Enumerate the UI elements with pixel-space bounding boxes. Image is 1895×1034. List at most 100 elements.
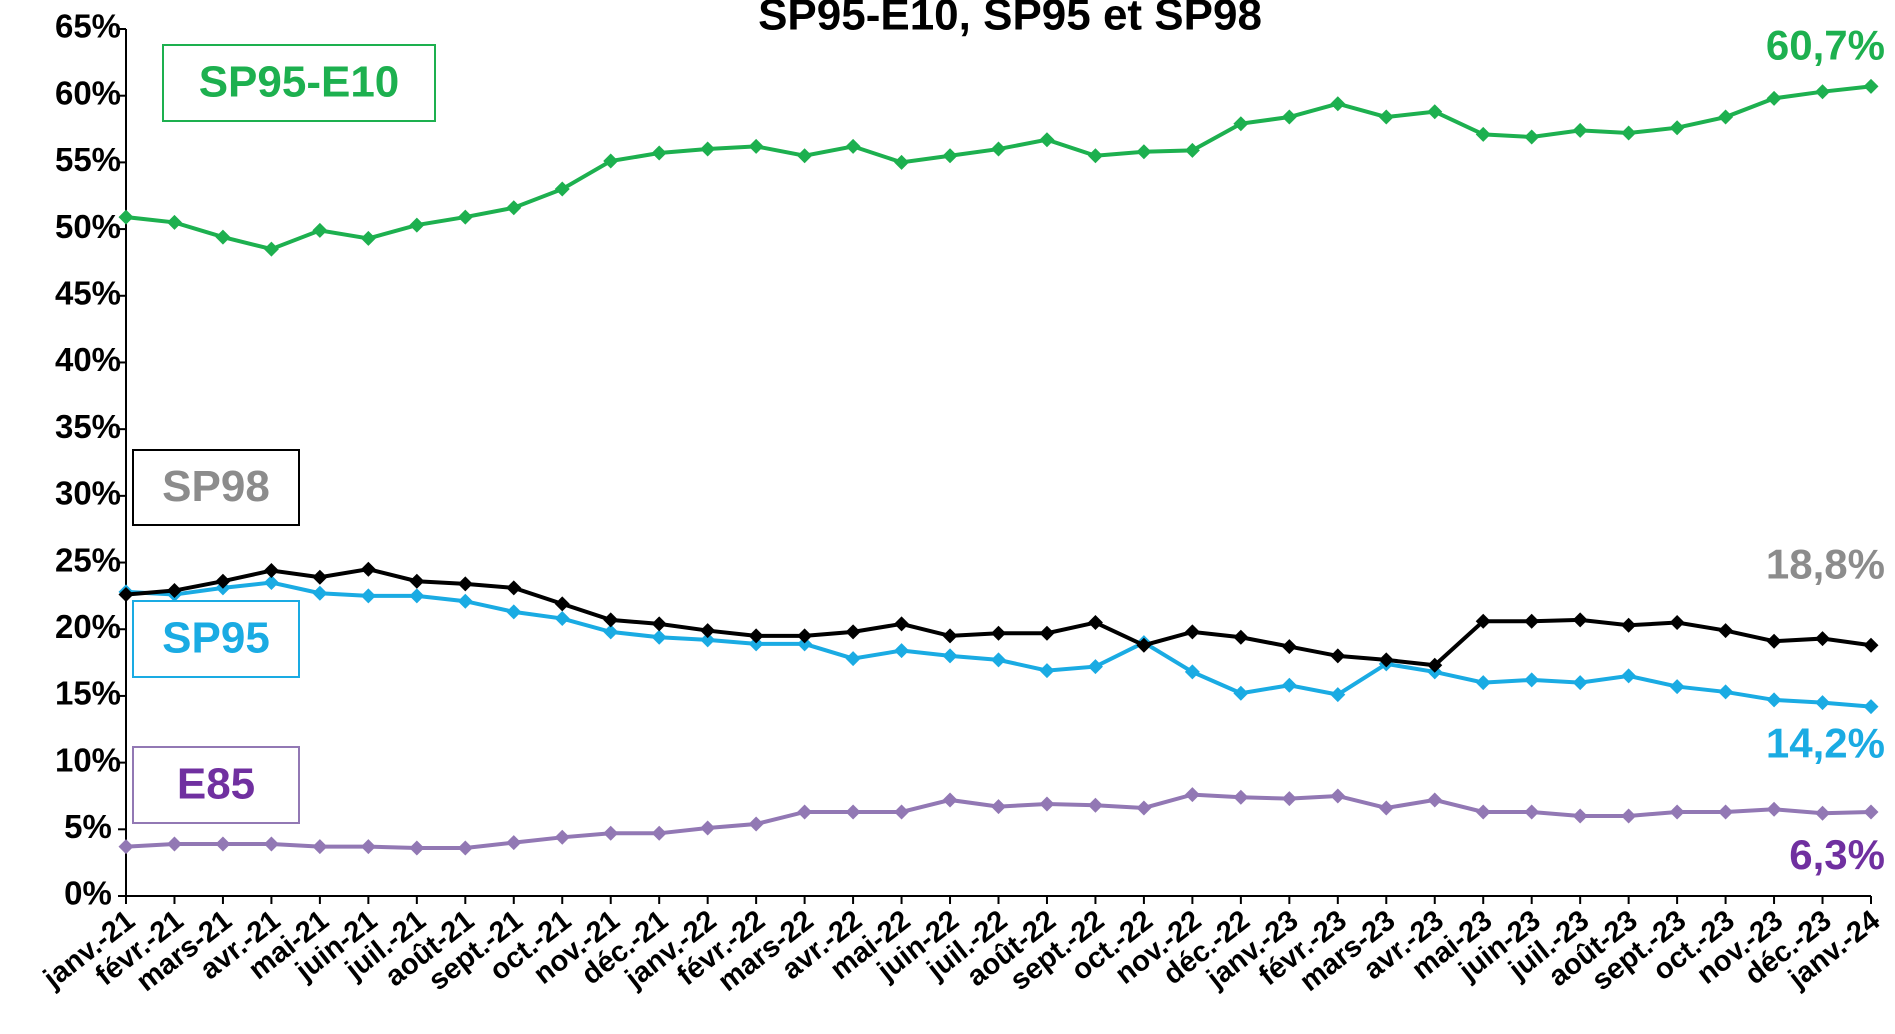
point	[797, 148, 813, 164]
point	[1524, 129, 1540, 145]
y-tick-label: 5%	[64, 808, 112, 845]
point	[1621, 668, 1637, 684]
value-label: 60,7%	[1766, 21, 1885, 68]
point	[554, 596, 570, 612]
point	[700, 141, 716, 157]
point	[1039, 132, 1055, 148]
point	[1621, 617, 1637, 633]
point	[1766, 801, 1782, 817]
legend-label: SP95	[162, 614, 270, 663]
point	[312, 222, 328, 238]
chart-title: SP95-E10, SP95 et SP98	[758, 0, 1262, 40]
legend-label: SP98	[162, 462, 270, 511]
point	[797, 804, 813, 820]
legend-box	[132, 600, 300, 678]
point	[1330, 788, 1346, 804]
point	[1718, 623, 1734, 639]
point	[1863, 699, 1879, 715]
point	[651, 629, 667, 645]
point	[312, 839, 328, 855]
point	[748, 628, 764, 644]
point	[1669, 120, 1685, 136]
point	[1572, 122, 1588, 138]
point	[215, 836, 231, 852]
point	[1281, 791, 1297, 807]
point	[845, 138, 861, 154]
point	[1427, 104, 1443, 120]
point	[1718, 109, 1734, 125]
point	[360, 839, 376, 855]
point	[263, 836, 279, 852]
point	[1330, 648, 1346, 664]
point	[748, 138, 764, 154]
point	[457, 576, 473, 592]
point	[409, 573, 425, 589]
point	[1087, 797, 1103, 813]
point	[1378, 652, 1394, 668]
point	[603, 825, 619, 841]
point	[1087, 615, 1103, 631]
point	[1621, 808, 1637, 824]
point	[603, 612, 619, 628]
point	[894, 643, 910, 659]
y-tick-label: 15%	[55, 675, 121, 712]
point	[118, 587, 134, 603]
point	[457, 209, 473, 225]
point	[1039, 796, 1055, 812]
y-tick-label: 45%	[55, 274, 121, 311]
point	[1087, 659, 1103, 675]
point	[312, 569, 328, 585]
point	[1233, 116, 1249, 132]
y-tick-label: 55%	[55, 141, 121, 178]
point	[409, 217, 425, 233]
point	[554, 829, 570, 845]
point	[1330, 96, 1346, 112]
y-tick-label: 35%	[55, 408, 121, 445]
point	[1281, 677, 1297, 693]
point	[263, 563, 279, 579]
y-tick-label: 65%	[55, 8, 121, 45]
point	[651, 145, 667, 161]
point	[845, 804, 861, 820]
point	[506, 604, 522, 620]
point	[506, 200, 522, 216]
point	[748, 816, 764, 832]
point	[845, 651, 861, 667]
point	[797, 636, 813, 652]
point	[263, 241, 279, 257]
value-label: 18,8%	[1766, 540, 1885, 587]
point	[506, 580, 522, 596]
point	[1766, 633, 1782, 649]
y-tick-label: 0%	[64, 875, 112, 912]
point	[700, 820, 716, 836]
point	[651, 616, 667, 632]
point	[166, 836, 182, 852]
point	[1815, 805, 1831, 821]
point	[1815, 84, 1831, 100]
point	[1475, 675, 1491, 691]
point	[457, 593, 473, 609]
point	[1087, 148, 1103, 164]
point	[1669, 679, 1685, 695]
point	[1039, 663, 1055, 679]
point	[651, 825, 667, 841]
point	[942, 792, 958, 808]
point	[554, 181, 570, 197]
point	[1718, 684, 1734, 700]
point	[991, 799, 1006, 815]
point	[991, 652, 1006, 668]
point	[845, 624, 861, 640]
point	[166, 583, 182, 599]
point	[991, 141, 1006, 157]
point	[1669, 615, 1685, 631]
point	[1718, 804, 1734, 820]
point	[215, 573, 231, 589]
point	[1378, 800, 1394, 816]
y-tick-label: 60%	[55, 74, 121, 111]
point	[1815, 695, 1831, 711]
point	[1475, 804, 1491, 820]
point	[409, 840, 425, 856]
legend-box	[132, 449, 300, 526]
point	[1233, 629, 1249, 645]
point	[894, 804, 910, 820]
